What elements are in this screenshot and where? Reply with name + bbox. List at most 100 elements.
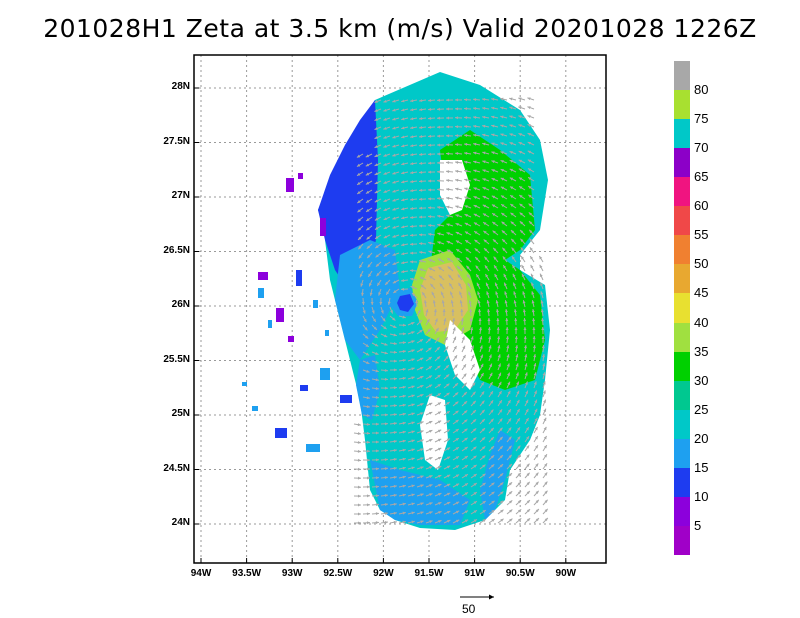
wind-vector-head	[393, 484, 397, 488]
wind-vector-head	[472, 373, 475, 377]
wind-vector-head	[411, 484, 415, 488]
wind-vector-head	[419, 276, 424, 280]
wind-vector-head	[410, 233, 414, 237]
wind-vector-head	[420, 439, 424, 443]
wind-vector-head	[401, 225, 405, 229]
wind-vector-head	[374, 163, 378, 166]
wind-vector-head	[449, 283, 453, 287]
wind-vector-head	[402, 323, 406, 327]
wind-vector-head	[393, 466, 397, 470]
colorbar-label: 70	[694, 140, 709, 156]
wind-vector-head	[357, 521, 361, 525]
wind-vector-head	[455, 501, 460, 505]
colorbar-segment	[674, 380, 690, 411]
wind-vector-head	[438, 465, 442, 469]
wind-vector-head	[482, 97, 486, 101]
wind-vector-head	[508, 473, 512, 477]
wind-vector-head	[464, 446, 468, 450]
field-gap-south	[420, 395, 448, 470]
wind-vector-head	[401, 243, 405, 247]
wind-vector-head	[509, 151, 513, 154]
wind-vector-head	[509, 186, 514, 190]
wind-vector-head	[375, 422, 379, 426]
wind-vector-head	[392, 253, 396, 256]
wind-vector-head	[366, 422, 370, 426]
colorbar-label: 75	[694, 111, 709, 127]
wind-vector-head	[433, 309, 437, 313]
wind-vector-head	[479, 345, 483, 349]
wind-vector-head	[481, 400, 485, 404]
wind-vector-head	[455, 419, 459, 423]
wind-vector-head	[366, 245, 371, 249]
wind-vector-head	[437, 258, 442, 262]
wind-vector-head	[474, 248, 478, 252]
wind-vector-head	[446, 447, 451, 451]
wind-vector-head	[524, 354, 528, 358]
wind-vector-head	[420, 376, 424, 379]
wind-vector-head	[517, 500, 522, 504]
wind-vector-head	[477, 291, 481, 295]
wind-vector-head	[544, 481, 548, 485]
wind-vector-head	[500, 482, 504, 486]
wind-vector-head	[420, 385, 424, 388]
wind-vector-head	[491, 160, 495, 164]
wind-vector-head	[473, 133, 477, 137]
rainband-patch	[288, 336, 294, 342]
wind-vector-head	[437, 161, 441, 165]
wind-vector-head	[410, 242, 414, 246]
wind-vector-head	[506, 345, 510, 349]
wind-vector-head	[532, 318, 536, 322]
wind-vector-head	[419, 179, 423, 183]
wind-vector-head	[475, 265, 479, 269]
wind-vector-head	[446, 501, 451, 505]
wind-vector-head	[516, 390, 520, 395]
wind-vector-head	[520, 247, 524, 251]
wind-vector-head	[482, 124, 486, 128]
wind-vector-head	[504, 291, 508, 295]
field-lightblue	[335, 240, 400, 360]
wind-vector-head	[472, 382, 476, 386]
wind-vector-head	[465, 240, 469, 244]
wind-vector-head	[446, 411, 450, 415]
wind-vector-head	[428, 232, 432, 236]
wind-vector-head	[374, 226, 379, 230]
wind-vector-head	[392, 117, 396, 121]
wind-vector-head	[459, 300, 463, 304]
wind-vector-head	[516, 381, 519, 385]
rainband-patch	[325, 330, 329, 336]
wind-vector-head	[384, 395, 388, 399]
wind-vector-head	[472, 391, 476, 395]
wind-vector-head	[509, 106, 513, 110]
wind-vector-head	[425, 309, 429, 313]
wind-vector-head	[383, 253, 388, 257]
wind-vector-head	[504, 282, 507, 286]
wind-vector-head	[401, 144, 405, 148]
wind-vector-head	[455, 483, 460, 487]
axis-ticks	[194, 87, 567, 563]
wind-vector-head	[498, 400, 502, 404]
wind-vector-head	[529, 238, 533, 242]
wind-vector-head	[525, 427, 529, 431]
wind-vector-head	[455, 98, 459, 102]
wind-vector-head	[512, 265, 516, 269]
wind-vector-head	[419, 348, 424, 352]
latitude-label: 26.5N	[163, 244, 190, 256]
wind-vector-head	[482, 482, 486, 486]
wind-vector-head	[364, 327, 368, 331]
latitude-label: 27N	[171, 190, 190, 201]
wind-vector-head	[464, 214, 468, 217]
wind-vector-head	[419, 117, 423, 121]
wind-vector-head	[437, 456, 442, 460]
wind-vector-head	[420, 430, 424, 434]
wind-vector-head	[488, 354, 492, 358]
wind-vector-head	[523, 336, 527, 340]
wind-vector-head	[428, 134, 432, 138]
wind-vector-head	[420, 457, 424, 461]
wind-vector-head	[473, 142, 477, 146]
wind-vector-head	[506, 354, 510, 358]
wind-vector-head	[455, 510, 460, 514]
wind-vector-head	[393, 439, 397, 443]
wind-vector-head	[486, 300, 490, 304]
wind-vector-head	[482, 204, 487, 208]
rainband-patch	[242, 382, 247, 386]
